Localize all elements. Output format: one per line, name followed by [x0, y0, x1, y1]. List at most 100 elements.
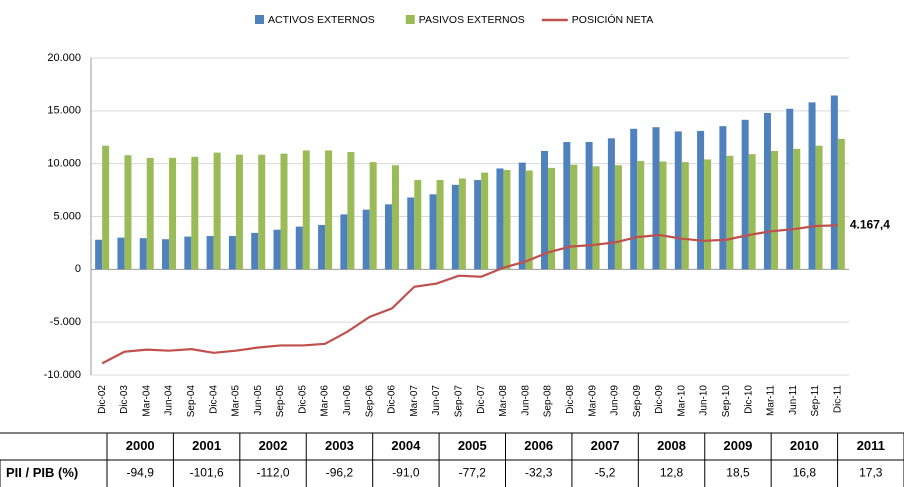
y-tick-label: -10.000 — [44, 369, 81, 381]
bar — [763, 112, 771, 270]
bar — [273, 229, 281, 270]
x-tick-label: Jun-08 — [520, 385, 531, 416]
x-tick-label: Sep-06 — [364, 385, 375, 418]
x-tick-label: Mar-06 — [320, 385, 331, 417]
bar — [191, 156, 199, 270]
y-tick-label: 20.000 — [47, 52, 81, 64]
x-tick-label: Jun-10 — [699, 385, 710, 416]
bar — [451, 184, 459, 270]
row-label: PII / PIB (%) — [6, 465, 78, 480]
table-header: 2000 — [126, 438, 155, 453]
bar — [570, 164, 578, 270]
bar — [184, 236, 192, 270]
x-tick-label: Jun-11 — [788, 385, 799, 415]
table-header: 2005 — [458, 438, 487, 453]
bar — [347, 152, 355, 270]
bar — [302, 150, 310, 270]
bar — [391, 165, 399, 270]
table-cell: 12,8 — [660, 466, 684, 480]
bar — [162, 239, 170, 270]
bar — [541, 150, 549, 270]
x-tick-label: Jun-04 — [164, 385, 175, 416]
table-header: 2004 — [391, 438, 421, 453]
x-tick-label: Mar-09 — [587, 385, 598, 417]
bar — [563, 142, 571, 270]
bar — [318, 224, 326, 270]
x-tick-label: Sep-05 — [275, 385, 286, 418]
bar — [407, 197, 415, 270]
x-tick-label: Mar-04 — [141, 385, 152, 417]
bar — [146, 157, 154, 270]
bar — [786, 108, 794, 270]
y-tick-label: 10.000 — [47, 158, 81, 170]
bar — [139, 238, 147, 270]
x-tick-label: Dic-10 — [743, 385, 754, 414]
table-cell: -32,3 — [525, 466, 553, 480]
x-tick-label: Dic-06 — [387, 385, 398, 414]
bar — [793, 148, 801, 270]
x-tick-label: Sep-10 — [721, 385, 732, 418]
table-cell: -112,0 — [256, 466, 289, 480]
x-tick-label: Mar-08 — [498, 385, 509, 417]
bar — [369, 162, 377, 270]
bar — [726, 155, 734, 270]
bar — [681, 162, 689, 270]
bar — [458, 178, 466, 270]
bar — [585, 142, 593, 270]
x-tick-label: Jun-05 — [253, 385, 264, 416]
bar — [340, 214, 348, 270]
bar — [770, 150, 778, 270]
bar — [518, 162, 526, 270]
bar — [808, 102, 816, 270]
legend-swatch — [255, 15, 264, 24]
bar — [481, 172, 489, 270]
bar — [674, 131, 682, 270]
bar — [592, 166, 600, 270]
x-tick-label: Dic-04 — [208, 385, 219, 414]
table-header: 2011 — [857, 438, 885, 453]
line — [101, 224, 838, 365]
x-tick-label: Mar-05 — [231, 385, 242, 417]
bar — [697, 130, 705, 270]
table-header: 2010 — [790, 438, 819, 453]
bar — [548, 167, 556, 270]
table-cell: -96,2 — [326, 466, 354, 480]
bar — [741, 119, 749, 270]
bar — [719, 126, 727, 270]
bar — [102, 145, 110, 270]
bar — [436, 180, 444, 270]
x-tick-label: Sep-09 — [632, 385, 643, 418]
table-header: 2006 — [524, 438, 553, 453]
bar — [496, 168, 504, 270]
bar — [429, 194, 437, 270]
bar — [235, 154, 243, 270]
bar — [659, 161, 667, 270]
x-tick-label: Sep-07 — [453, 385, 464, 418]
x-tick-label: Dic-03 — [119, 385, 130, 414]
legend-label: POSICIÓN NETA — [572, 13, 653, 26]
table-cell: -101,6 — [190, 466, 224, 480]
bar — [525, 170, 533, 270]
bar — [652, 127, 660, 270]
annotation: 4.167,4 — [850, 217, 890, 231]
x-tick-label: Jun-06 — [342, 385, 353, 416]
x-tick-label: Mar-10 — [676, 385, 687, 417]
legend-label: PASIVOS EXTERNOS — [419, 14, 525, 26]
bar — [837, 138, 845, 270]
bar — [414, 180, 422, 270]
table-cell: 16,8 — [793, 466, 817, 480]
x-tick-label: Mar-11 — [766, 385, 777, 416]
bar — [280, 153, 288, 270]
table-cell: 17,3 — [859, 466, 883, 480]
y-tick-label: -5.000 — [50, 316, 81, 328]
table-cell: 18,5 — [726, 466, 750, 480]
x-tick-label: Sep-11 — [810, 385, 821, 417]
table-header: 2002 — [259, 438, 288, 453]
bar — [637, 161, 645, 270]
table-header: 2007 — [591, 438, 620, 453]
y-tick-label: 15.000 — [47, 105, 81, 117]
bar — [503, 170, 511, 270]
x-tick-label: Mar-07 — [409, 385, 420, 417]
x-tick-label: Dic-08 — [565, 385, 576, 414]
